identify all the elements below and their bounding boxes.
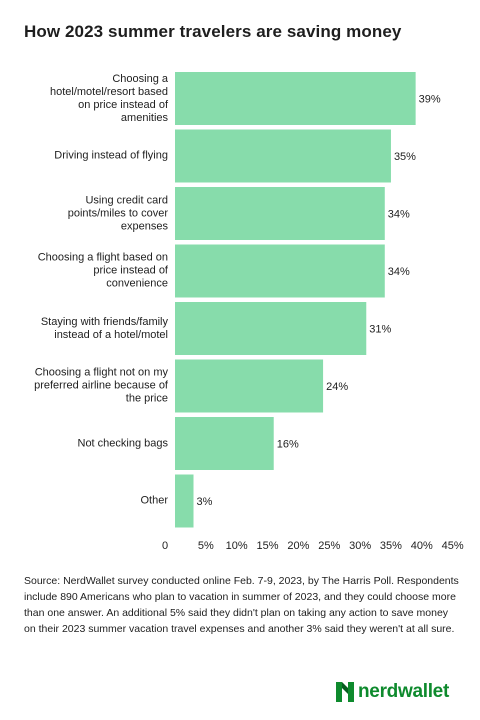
source-note: Source: NerdWallet survey conducted onli… bbox=[24, 575, 459, 635]
category-label-line: convenience bbox=[106, 277, 168, 290]
data-label: 3% bbox=[197, 496, 213, 508]
nerdwallet-logo-icon bbox=[336, 682, 354, 702]
x-tick-label: 10% bbox=[226, 540, 248, 552]
category-label-line: instead of a hotel/motel bbox=[54, 328, 168, 341]
bar bbox=[175, 244, 385, 298]
category-label-line: Choosing a bbox=[112, 72, 168, 85]
data-label: 39% bbox=[419, 94, 441, 106]
category-label-line: expenses bbox=[120, 220, 168, 232]
category-label-line: price instead of bbox=[93, 264, 168, 277]
category-label-line: hotel/motel/resort based bbox=[49, 85, 168, 98]
category-label-line: Staying with friends/family bbox=[40, 315, 168, 328]
chart-title: How 2023 summer travelers are saving mon… bbox=[24, 22, 402, 41]
nerdwallet-logo: nerdwallet bbox=[336, 681, 449, 703]
category-label-line: Choosing a flight not on my bbox=[34, 366, 168, 379]
bar-chart: 39% 35% 34% 34% 31% 24% 16% 3% 0 5% 10% 15% 20% 25% 30… bbox=[162, 72, 464, 552]
data-label: 34% bbox=[388, 266, 410, 278]
category-label: Other bbox=[18, 495, 168, 508]
bar bbox=[175, 417, 274, 470]
category-label: Staying with friends/family instead of a … bbox=[18, 316, 168, 342]
x-tick-label: 30% bbox=[349, 540, 371, 552]
category-label-line: on price instead of bbox=[78, 98, 168, 111]
category-label-line: Choosing a flight based on bbox=[37, 251, 168, 264]
x-tick-label: 5% bbox=[198, 540, 214, 552]
bar bbox=[175, 72, 416, 125]
x-tick-label: 0 bbox=[162, 540, 168, 552]
bar bbox=[175, 302, 367, 355]
x-tick-label: 20% bbox=[287, 540, 309, 552]
data-label: 34% bbox=[388, 209, 410, 221]
category-label: Choosing a flight based on price instead … bbox=[18, 252, 168, 291]
category-label-line: Using credit card bbox=[85, 194, 168, 206]
data-label: 35% bbox=[394, 151, 416, 163]
x-tick-label: 45% bbox=[442, 540, 464, 552]
category-label-line: the price bbox=[125, 392, 168, 405]
category-label-line: amenities bbox=[120, 111, 168, 124]
data-label: 31% bbox=[369, 324, 391, 336]
bar bbox=[175, 187, 385, 240]
x-tick-label: 15% bbox=[257, 540, 279, 552]
bar bbox=[175, 474, 194, 528]
x-tick-label: 25% bbox=[318, 540, 340, 552]
category-label: Using credit card points/miles to cover ex… bbox=[18, 194, 168, 233]
category-label: Driving instead of flying bbox=[18, 150, 168, 163]
bar bbox=[175, 359, 324, 413]
brand-name: nerdwallet bbox=[358, 681, 449, 702]
category-label-line: Not checking bags bbox=[77, 437, 169, 449]
bar bbox=[175, 129, 391, 183]
category-label: Choosing a hotel/motel/resort based on pri… bbox=[18, 73, 168, 125]
data-label: 24% bbox=[326, 381, 348, 393]
x-tick-label: 35% bbox=[380, 540, 402, 552]
category-label-line: Driving instead of flying bbox=[54, 149, 168, 162]
category-label: Choosing a flight not on my preferred air… bbox=[18, 367, 168, 406]
category-label: Not checking bags bbox=[18, 437, 169, 450]
x-tick-label: 40% bbox=[411, 540, 433, 552]
category-label-line: Other bbox=[140, 494, 168, 507]
data-label: 16% bbox=[277, 439, 299, 451]
category-label-line: points/miles to cover bbox=[67, 207, 168, 219]
category-label-line: preferred airline because of bbox=[34, 379, 168, 392]
